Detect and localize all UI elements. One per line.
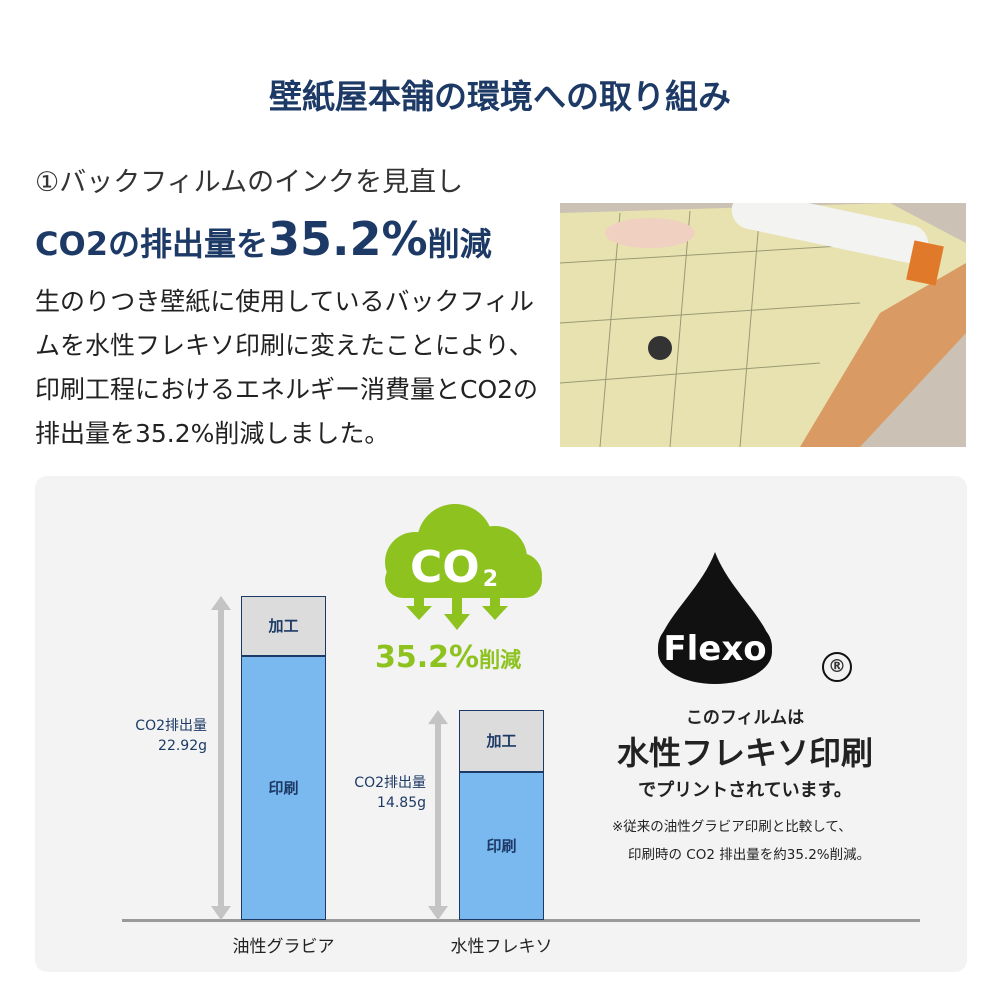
bar-segment-processing: 加工: [241, 596, 326, 656]
cloud-sub: 2: [483, 567, 498, 592]
product-photo: [560, 203, 966, 447]
category-label: 油性グラビア: [232, 937, 335, 957]
page-title: 壁紙屋本舗の環境への取り組み: [269, 77, 731, 116]
flexo-logo-text: Flexo: [663, 629, 766, 669]
co2-cloud-icon: CO 2: [385, 504, 542, 630]
body-text: 生のりつき壁紙に使用しているバックフィルムを水性フレキソ印刷に変えたことにより、…: [35, 287, 539, 448]
reduction-suffix: 削減: [479, 648, 522, 672]
total-label: CO2排出量 22.92g: [135, 718, 207, 754]
flexo-note2: 印刷時の CO2 排出量を約35.2%削減。: [628, 847, 871, 863]
flexo-drop-logo: Flexo: [658, 552, 772, 684]
reduction-badge: 35.2%削減: [375, 640, 521, 675]
flexo-note1: ※従来の油性グラビア印刷と比較して、: [612, 819, 852, 835]
reduction-value: 35.2%: [375, 640, 480, 675]
flexo-line3: でプリントされています。: [638, 780, 852, 801]
bar-segment-processing: 加工: [459, 710, 544, 772]
total-arrow: [211, 596, 231, 920]
flexo-line2: 水性フレキソ印刷: [616, 734, 873, 772]
flexo-line1: このフィルムは: [685, 708, 805, 728]
film-roll-illustration: [560, 203, 966, 447]
headline: CO2の排出量を35.2%削減: [35, 212, 492, 266]
total-label: CO2排出量 14.85g: [354, 775, 426, 812]
chart-baseline: [122, 919, 920, 922]
category-label: 水性フレキソ: [450, 937, 553, 957]
bar-segment-print: 印刷: [241, 655, 326, 920]
headline-value: 35.2%: [267, 212, 428, 266]
total-arrow: [428, 710, 448, 920]
headline-post: 削減: [427, 225, 492, 263]
section-subtitle: ①バックフィルムのインクを見直し: [35, 167, 464, 198]
cloud-text: CO: [410, 542, 480, 593]
headline-pre: CO2の排出量を: [35, 225, 268, 263]
bar-segment-print: 印刷: [459, 771, 544, 920]
registered-mark: ®: [822, 652, 852, 682]
